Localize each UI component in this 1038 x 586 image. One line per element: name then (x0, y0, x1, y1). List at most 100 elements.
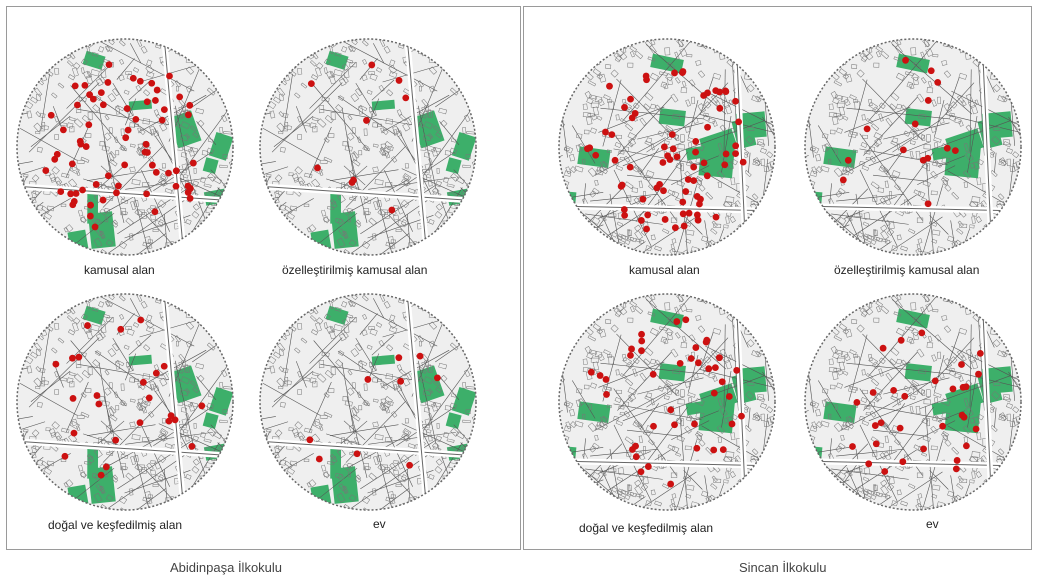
location-marker (920, 445, 927, 453)
location-marker (416, 352, 424, 360)
location-marker (617, 182, 625, 190)
location-marker (649, 370, 657, 378)
location-marker (839, 176, 847, 184)
location-marker (692, 138, 700, 145)
location-marker (628, 345, 635, 353)
map-canvas (16, 38, 234, 256)
location-marker (718, 378, 726, 386)
location-marker (104, 79, 112, 86)
location-marker (684, 176, 692, 183)
location-marker (972, 425, 980, 433)
location-marker (719, 446, 727, 454)
location-marker (172, 182, 180, 190)
location-marker (958, 361, 965, 368)
location-marker (61, 452, 69, 460)
location-marker (47, 111, 55, 119)
location-marker (953, 457, 961, 464)
location-marker (671, 69, 678, 77)
location-marker (603, 391, 610, 398)
location-marker (728, 420, 736, 428)
location-marker (659, 159, 667, 166)
location-marker (879, 344, 887, 352)
green-area (202, 157, 219, 174)
location-marker (739, 158, 747, 166)
location-marker (650, 422, 657, 430)
location-marker (186, 101, 194, 109)
location-marker (104, 172, 112, 180)
location-marker (896, 424, 904, 432)
location-marker (642, 72, 650, 80)
map-canvas (259, 38, 477, 256)
green-area (698, 140, 736, 179)
location-marker (86, 91, 93, 99)
location-marker (123, 105, 131, 112)
location-marker (682, 188, 690, 195)
location-marker (152, 97, 159, 104)
location-marker (363, 117, 370, 124)
map-canvas (558, 38, 776, 256)
location-marker (694, 216, 702, 224)
location-marker (82, 143, 90, 150)
location-marker (690, 163, 698, 171)
location-marker (712, 213, 720, 221)
location-marker (627, 95, 634, 103)
location-marker (626, 163, 634, 171)
location-marker (700, 159, 708, 167)
location-marker (679, 210, 687, 218)
location-marker (927, 67, 935, 75)
location-marker (732, 142, 740, 150)
location-marker (402, 94, 410, 102)
location-marker (638, 347, 645, 355)
location-marker (844, 156, 852, 164)
location-marker (638, 330, 645, 338)
location-marker (397, 377, 405, 385)
caption-abidinpasa-ev: ev (373, 517, 386, 531)
location-marker (166, 72, 173, 80)
location-marker (704, 89, 711, 97)
green-area (810, 191, 823, 209)
map-abidinpasa-kamusal (14, 36, 236, 258)
location-marker (185, 111, 192, 119)
map-canvas (804, 38, 1022, 256)
location-marker (643, 225, 650, 233)
location-marker (735, 118, 743, 126)
location-marker (934, 78, 942, 86)
green-area (564, 191, 577, 209)
location-marker (186, 194, 194, 202)
location-marker (143, 98, 151, 106)
location-marker (608, 131, 616, 139)
location-marker (725, 393, 733, 400)
location-marker (97, 89, 105, 96)
location-marker (943, 144, 951, 152)
location-marker (406, 461, 414, 469)
location-marker (685, 209, 693, 217)
location-marker (671, 421, 678, 429)
location-marker (931, 377, 939, 385)
location-marker (975, 370, 982, 378)
location-marker (865, 460, 873, 468)
caption-sincan-ozel: özelleştirilmiş kamusal alan (834, 263, 980, 277)
location-marker (189, 159, 197, 167)
location-marker (918, 329, 926, 337)
location-marker (86, 212, 94, 220)
location-marker (871, 422, 879, 429)
location-marker (704, 123, 711, 131)
location-marker (661, 216, 669, 223)
location-marker (710, 446, 718, 454)
location-marker (53, 150, 61, 158)
green-area (577, 401, 611, 424)
location-marker (710, 389, 718, 397)
location-marker (722, 150, 730, 158)
location-marker (692, 148, 699, 156)
location-marker (644, 463, 652, 470)
location-marker (368, 61, 376, 69)
location-marker (900, 146, 907, 154)
map-abidinpasa-ev (257, 291, 479, 513)
location-marker (105, 61, 113, 69)
location-marker (628, 114, 636, 122)
map-canvas (16, 293, 234, 511)
location-marker (669, 145, 677, 153)
location-marker (132, 115, 140, 123)
location-marker (668, 131, 676, 138)
location-marker (653, 184, 661, 192)
